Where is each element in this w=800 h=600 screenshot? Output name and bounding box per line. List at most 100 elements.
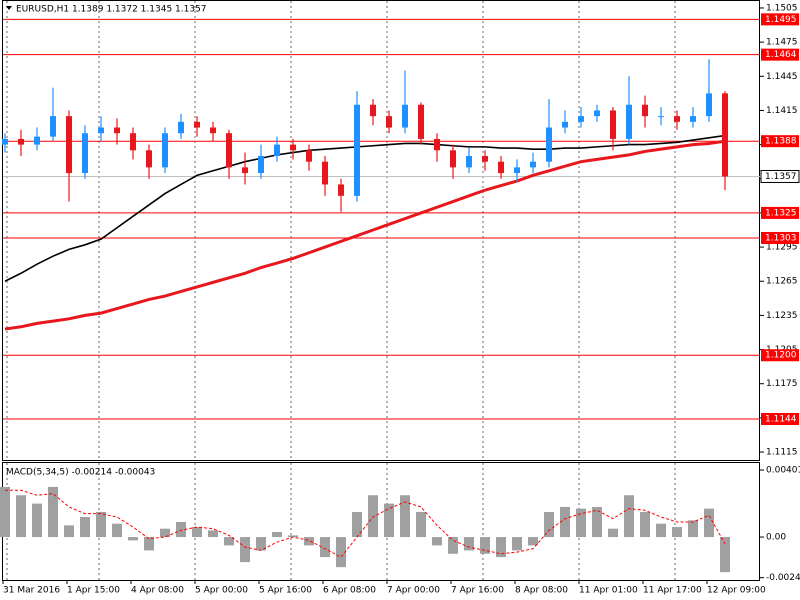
macd-bar bbox=[336, 537, 346, 568]
y-tick-label: 1.1175 bbox=[766, 379, 798, 389]
macd-bar bbox=[160, 528, 170, 538]
candle-body bbox=[258, 155, 264, 174]
macd-bar bbox=[640, 511, 650, 538]
x-tick-label: 11 Apr 01:00 bbox=[579, 586, 638, 596]
macd-bar bbox=[368, 495, 378, 538]
x-tick-label: 12 Apr 09:00 bbox=[707, 586, 766, 596]
macd-bar bbox=[224, 537, 234, 546]
candle-body bbox=[706, 93, 712, 117]
y-tick-label: 1.1445 bbox=[766, 72, 798, 82]
macd-bar bbox=[704, 508, 714, 538]
x-tick-label: 4 Apr 08:00 bbox=[131, 586, 184, 596]
candle-body bbox=[482, 155, 488, 162]
candle-body bbox=[546, 127, 552, 162]
candle-body bbox=[290, 144, 296, 151]
macd-bar bbox=[240, 537, 250, 563]
macd-bar bbox=[480, 537, 490, 554]
candle-body bbox=[674, 116, 680, 122]
candle-body bbox=[498, 161, 504, 174]
y-tick-label: 1.1115 bbox=[766, 448, 798, 458]
y-tick-label: 1.1415 bbox=[766, 106, 798, 116]
level-label: 1.1144 bbox=[765, 415, 797, 425]
candle-body bbox=[162, 133, 168, 168]
level-label: 1.1388 bbox=[765, 137, 797, 147]
candle-body bbox=[338, 184, 344, 196]
x-tick-label: 7 Apr 00:00 bbox=[387, 586, 440, 596]
macd-bar bbox=[176, 522, 186, 538]
candle-body bbox=[2, 138, 8, 145]
macd-bar bbox=[560, 506, 570, 538]
candle-body bbox=[274, 144, 280, 156]
level-box bbox=[761, 206, 799, 219]
macd-bar bbox=[352, 511, 362, 538]
level-box bbox=[761, 135, 799, 148]
candle-body bbox=[562, 121, 568, 128]
macd-bar bbox=[112, 523, 122, 538]
moving-average bbox=[4, 139, 726, 331]
level-label: 1.1303 bbox=[765, 233, 797, 243]
candle-body bbox=[402, 104, 408, 128]
candle-body bbox=[386, 116, 392, 128]
candle-body bbox=[34, 136, 40, 145]
candle-body bbox=[50, 116, 56, 137]
macd-bar bbox=[256, 537, 266, 551]
macd-bar bbox=[144, 537, 154, 551]
macd-bar bbox=[720, 537, 730, 573]
macd-bar bbox=[448, 537, 458, 554]
candle-body bbox=[66, 116, 72, 174]
x-tick-label: 5 Apr 00:00 bbox=[195, 586, 248, 596]
x-tick-label: 11 Apr 17:00 bbox=[643, 586, 702, 596]
macd-bar bbox=[304, 537, 314, 546]
macd-bar bbox=[672, 527, 682, 538]
candle-body bbox=[530, 161, 536, 168]
macd-bar bbox=[288, 535, 298, 538]
macd-bar bbox=[80, 516, 90, 538]
candle-body bbox=[178, 121, 184, 134]
macd-bar bbox=[384, 503, 394, 538]
macd-bar bbox=[128, 537, 138, 541]
candle-body bbox=[322, 161, 328, 185]
y-tick-label: 1.1475 bbox=[766, 38, 798, 48]
candle-body bbox=[610, 110, 616, 139]
last-price-box bbox=[760, 169, 800, 183]
candle-body bbox=[626, 104, 632, 139]
macd-bar bbox=[416, 511, 426, 538]
macd-bar bbox=[272, 532, 282, 538]
candle-body bbox=[450, 150, 456, 168]
macd-bar bbox=[0, 486, 10, 538]
candle-body bbox=[434, 138, 440, 151]
candle-body bbox=[578, 116, 584, 122]
macd-bar bbox=[464, 537, 474, 551]
chart-title: EURUSD,H1 1.1389 1.1372 1.1345 1.1357 bbox=[16, 5, 207, 15]
candle-body bbox=[194, 121, 200, 128]
candle-body bbox=[82, 133, 88, 174]
macd-bar bbox=[48, 486, 58, 538]
y-tick-label: -0.00243 bbox=[766, 573, 800, 583]
candle-body bbox=[98, 127, 104, 134]
macd-bar bbox=[576, 508, 586, 538]
macd-bar bbox=[608, 528, 618, 538]
candle-body bbox=[466, 155, 472, 168]
macd-bar bbox=[624, 495, 634, 538]
x-tick-label: 31 Mar 2016 bbox=[3, 586, 60, 596]
level-box bbox=[761, 48, 799, 61]
candle-body bbox=[242, 167, 248, 174]
macd-bar bbox=[400, 495, 410, 538]
macd-bar bbox=[496, 537, 506, 558]
level-box bbox=[761, 349, 799, 362]
candle-body bbox=[642, 104, 648, 117]
y-tick-label: 0.00 bbox=[766, 533, 786, 543]
moving-average bbox=[4, 134, 726, 282]
price-panel-frame bbox=[2, 0, 760, 461]
macd-bar bbox=[512, 537, 522, 551]
candle-body bbox=[514, 167, 520, 174]
level-label: 1.1325 bbox=[765, 208, 797, 218]
candle-body bbox=[114, 127, 120, 134]
candle-body bbox=[722, 93, 728, 177]
macd-bar bbox=[64, 525, 74, 538]
x-tick-label: 8 Apr 08:00 bbox=[515, 586, 568, 596]
candle-body bbox=[658, 116, 664, 118]
candle-body bbox=[594, 110, 600, 117]
macd-bar bbox=[656, 523, 666, 538]
macd-bar bbox=[96, 511, 106, 538]
